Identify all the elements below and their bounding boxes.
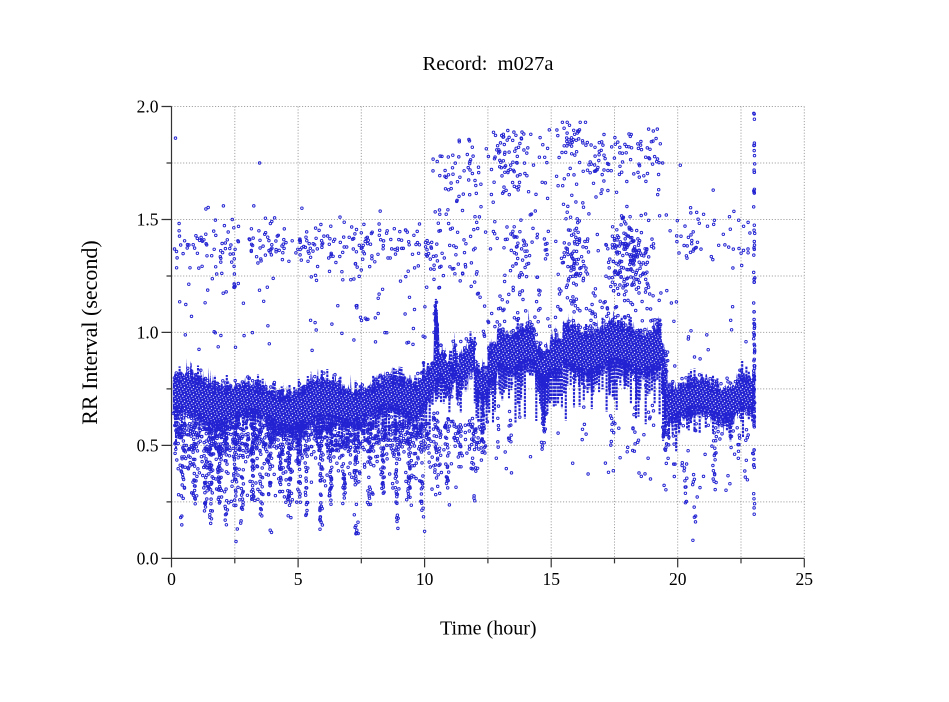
svg-text:15: 15 [542,569,560,589]
svg-text:5: 5 [294,569,303,589]
svg-text:Record: m027a: Record: m027a [423,53,554,75]
svg-text:1.0: 1.0 [137,322,159,342]
svg-text:25: 25 [796,569,814,589]
svg-text:0.5: 0.5 [137,435,159,455]
svg-text:1.5: 1.5 [137,210,159,230]
svg-text:0: 0 [167,569,176,589]
svg-text:0.0: 0.0 [137,548,159,568]
svg-text:Time (hour): Time (hour) [440,618,536,640]
svg-text:20: 20 [669,569,687,589]
svg-text:10: 10 [416,569,434,589]
svg-text:RR Interval (second): RR Interval (second) [77,240,102,425]
svg-text:2.0: 2.0 [137,97,159,117]
